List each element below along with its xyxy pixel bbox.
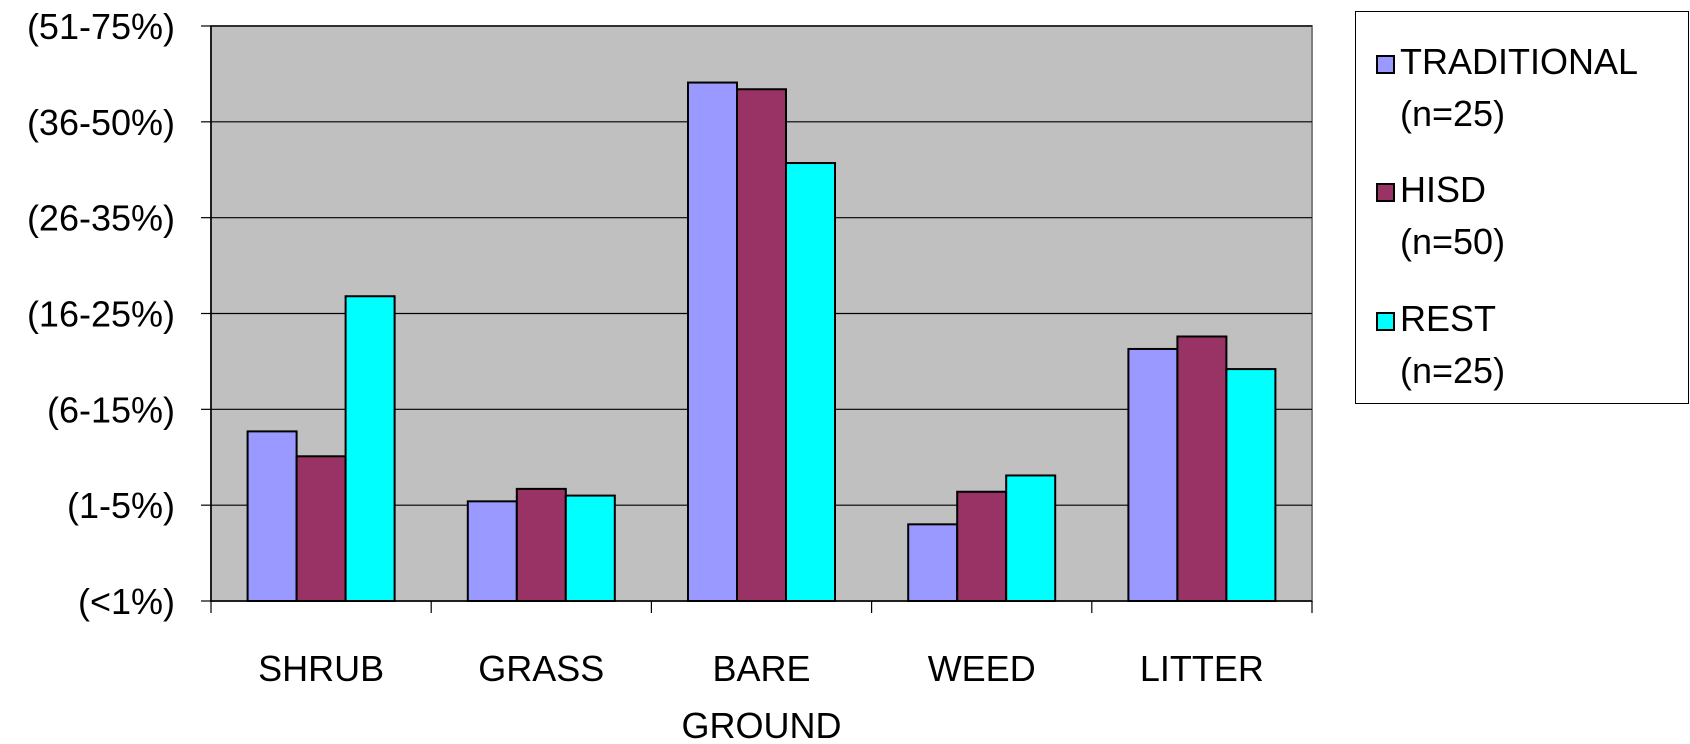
bar-hisd-shrub bbox=[295, 455, 347, 602]
x-category-label: WEED bbox=[928, 648, 1036, 689]
y-tick-label: (1-5%) bbox=[67, 485, 175, 526]
legend-swatch-traditional bbox=[1376, 55, 1395, 74]
bar-traditional-bare-ground bbox=[687, 81, 738, 602]
x-category-label: GRASS bbox=[478, 648, 604, 689]
legend-item-traditional: TRADITIONAL (n=25) bbox=[1376, 36, 1639, 140]
legend-n-rest: (n=25) bbox=[1400, 350, 1506, 391]
x-category-label: GROUND bbox=[682, 705, 842, 744]
x-category-label: BARE bbox=[712, 648, 810, 689]
bar-rest-litter bbox=[1225, 368, 1277, 603]
legend-label-traditional: TRADITIONAL bbox=[1400, 41, 1639, 82]
bar-rest-grass bbox=[564, 494, 616, 603]
y-tick-label: (36-50%) bbox=[27, 102, 175, 143]
y-tick-label: (26-35%) bbox=[27, 198, 175, 239]
legend-n-hisd: (n=50) bbox=[1400, 221, 1506, 262]
bar-traditional-shrub bbox=[246, 430, 298, 602]
bar-hisd-grass bbox=[515, 487, 567, 602]
legend-item-rest: REST (n=25) bbox=[1376, 293, 1506, 397]
y-tick-label: (51-75%) bbox=[27, 6, 175, 47]
legend-swatch-rest bbox=[1376, 312, 1395, 331]
legend-label-hisd: HISD bbox=[1400, 169, 1487, 210]
bar-hisd-litter bbox=[1176, 335, 1228, 602]
bar-hisd-weed bbox=[956, 490, 1008, 602]
bar-traditional-weed bbox=[907, 523, 959, 602]
legend-label-rest: REST bbox=[1400, 298, 1497, 339]
legend-item-hisd: HISD (n=50) bbox=[1376, 164, 1506, 268]
y-tick-label: (16-25%) bbox=[27, 294, 175, 335]
bar-traditional-litter bbox=[1127, 347, 1179, 603]
bar-rest-bare-ground bbox=[785, 162, 836, 603]
bar-hisd-bare-ground bbox=[736, 88, 787, 602]
bar-rest-weed bbox=[1005, 474, 1057, 603]
y-tick-label: (<1%) bbox=[78, 581, 175, 622]
y-tick-label: (6-15%) bbox=[47, 389, 175, 430]
legend-n-traditional: (n=25) bbox=[1400, 93, 1506, 134]
bar-rest-shrub bbox=[344, 295, 396, 602]
legend-swatch-hisd bbox=[1376, 183, 1395, 202]
legend: TRADITIONAL (n=25) HISD (n=50) REST (n=2… bbox=[1355, 11, 1689, 404]
x-category-label: LITTER bbox=[1140, 648, 1264, 689]
x-category-label: SHRUB bbox=[258, 648, 384, 689]
bar-traditional-grass bbox=[466, 500, 518, 603]
